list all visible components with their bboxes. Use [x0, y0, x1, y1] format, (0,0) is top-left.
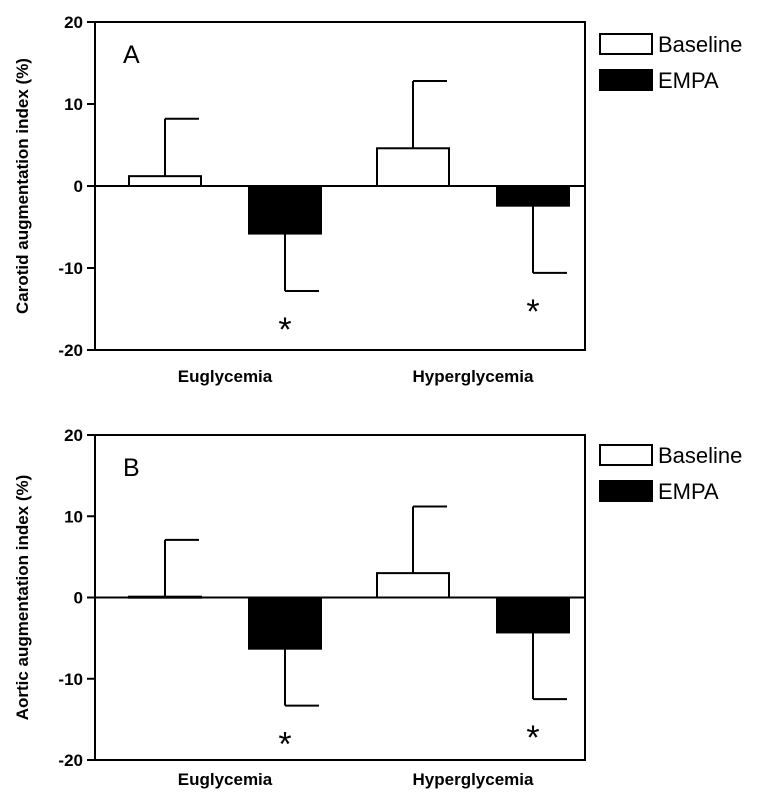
legend-label-empa: EMPA	[658, 479, 719, 504]
bar-empa-euglycemia	[248, 596, 322, 650]
legend-swatch-empa	[599, 69, 653, 91]
y-tick-label: -10	[58, 259, 83, 278]
bar-baseline-euglycemia	[128, 175, 202, 188]
legend-swatch-baseline	[599, 444, 653, 466]
significance-marker: *	[278, 726, 291, 764]
legend-label-baseline: Baseline	[658, 443, 742, 468]
y-tick-label: -20	[58, 341, 83, 360]
significance-marker: *	[278, 311, 291, 349]
bar-empa-euglycemia	[248, 185, 322, 235]
chart-panel-b: -20 -10 0 10 20 Euglycemia Hyperglycemia Aortic…	[13, 426, 742, 789]
legend-swatch-baseline	[599, 33, 653, 55]
x-category-label: Euglycemia	[178, 770, 273, 789]
legend-label-baseline: Baseline	[658, 32, 742, 57]
legend: Baseline EMPA	[599, 443, 742, 504]
legend-label-empa: EMPA	[658, 68, 719, 93]
y-tick-label: -10	[58, 670, 83, 689]
y-axis-label: Carotid augmentation index (%)	[13, 58, 32, 314]
panel-label: A	[123, 41, 140, 69]
y-axis-label: Aortic augmentation index (%)	[13, 475, 32, 721]
y-tick-label: -20	[58, 751, 83, 770]
bar-empa-hyperglycemia	[496, 185, 570, 207]
y-tick-label: 10	[64, 507, 83, 526]
bar-baseline-hyperglycemia	[376, 147, 450, 187]
bar-empa-hyperglycemia	[496, 596, 570, 634]
panel-label: B	[123, 454, 140, 482]
bar-baseline-hyperglycemia	[376, 572, 450, 599]
y-tick-label: 10	[64, 95, 83, 114]
significance-marker: *	[526, 719, 539, 757]
x-category-label: Euglycemia	[178, 367, 273, 386]
y-tick-label: 0	[74, 177, 83, 196]
x-category-label: Hyperglycemia	[413, 367, 534, 386]
legend-swatch-empa	[599, 480, 653, 502]
y-tick-label: 20	[64, 13, 83, 32]
legend: Baseline EMPA	[599, 32, 742, 93]
y-tick-label: 0	[74, 589, 83, 608]
significance-marker: *	[526, 293, 539, 331]
y-tick-label: 20	[64, 426, 83, 445]
chart-panel-a: -20 -10 0 10 20 Euglycemia Hyperglycemia Caroti…	[13, 13, 742, 386]
x-category-label: Hyperglycemia	[413, 770, 534, 789]
